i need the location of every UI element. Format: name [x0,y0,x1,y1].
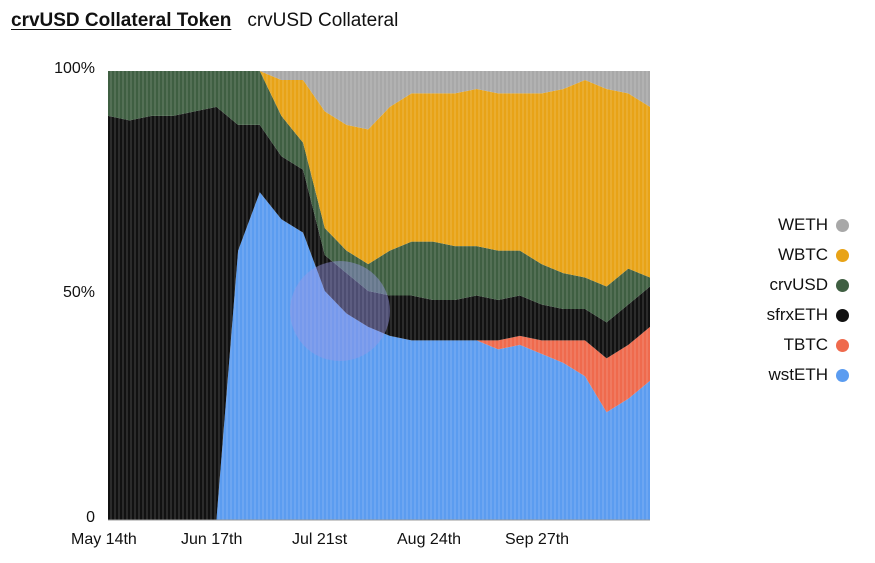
hover-cursor-highlight [290,261,390,361]
area-series-sfrxeth[interactable] [108,106,650,521]
legend-label: WETH [777,215,828,234]
legend-dot-icon [836,368,849,382]
legend-label: sfrxETH [766,305,828,324]
legend-label: crvUSD [769,275,828,294]
legend-label: TBTC [783,335,828,354]
legend-label: WBTC [777,245,828,264]
bar-stripe-overlay [110,71,648,520]
y-tick-label: 0 [86,509,95,526]
legend-item-sfrxeth[interactable]: sfrxETH [709,300,849,330]
legend-dot-icon [836,278,849,292]
legend-dot-icon [836,338,849,352]
x-tick-label: Jun 17th [181,531,243,548]
legend-item-crvusd[interactable]: crvUSD [709,270,849,300]
chart-title-link[interactable]: crvUSD Collateral Token [11,10,232,31]
legend-item-wbtc[interactable]: WBTC [709,240,849,270]
x-tick-label: Jul 21st [292,531,348,548]
legend-label: wstETH [768,365,829,384]
chart-subtitle: crvUSD Collateral [247,10,399,31]
area-series-crvusd[interactable] [108,71,650,323]
area-series-weth[interactable] [108,71,650,130]
legend-dot-icon [836,308,849,322]
legend-item-weth[interactable]: WETH [709,210,849,240]
x-tick-label: May 14th [71,531,137,548]
y-tick-label: 50% [62,284,95,301]
legend-item-wsteth[interactable]: wstETH [709,360,849,390]
x-tick-label: Aug 24th [397,531,462,548]
legend-dot-icon [836,218,849,232]
y-tick-label: 100% [54,60,95,77]
area-series-wbtc[interactable] [108,71,650,287]
chart-header: crvUSD Collateral Token crvUSD Collatera… [11,10,398,32]
legend-dot-icon [836,248,849,262]
chart-legend: WETH WBTC crvUSD sfrxETH TBTC wstETH [709,210,849,390]
x-tick-label: Sep 27th [505,531,570,548]
legend-item-tbtc[interactable]: TBTC [709,330,849,360]
area-series-wsteth[interactable] [108,192,650,520]
